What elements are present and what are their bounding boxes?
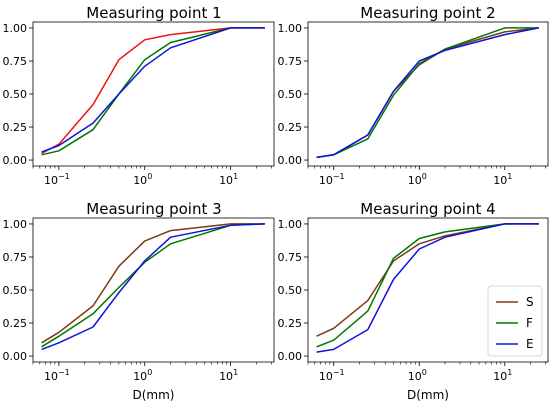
series-line-E xyxy=(316,223,539,353)
x-tick-label: 100 xyxy=(133,172,152,187)
y-tick-label: 0.75 xyxy=(278,251,303,264)
subplot-title: Measuring point 4 xyxy=(360,200,495,218)
y-tick-label: 1.00 xyxy=(3,218,28,231)
series-line-S xyxy=(316,27,539,159)
y-tick-label: 0.00 xyxy=(3,350,28,363)
x-tick-label: 101 xyxy=(219,172,238,187)
legend: SFE xyxy=(487,285,543,357)
plot-frame xyxy=(307,21,549,167)
x-tick-label: 101 xyxy=(493,368,512,383)
x-tick-label: 100 xyxy=(408,368,427,383)
legend-label-E: E xyxy=(526,337,534,351)
series-line-S xyxy=(41,223,265,344)
y-tick-label: 0.00 xyxy=(3,154,28,167)
y-tick-label: 0.75 xyxy=(3,55,28,68)
y-tick-label: 0.25 xyxy=(3,121,28,134)
series-line-F xyxy=(316,27,539,159)
y-tick-label: 0.75 xyxy=(3,251,28,264)
subplot-4: Measuring point 4 0.00 0.25 0.50 0.75 1.00 10−… xyxy=(278,200,549,402)
series-line-E xyxy=(316,27,539,159)
series-line-F xyxy=(41,223,265,348)
y-tick-label: 0.00 xyxy=(278,350,303,363)
x-tick-label: 10−1 xyxy=(319,368,345,383)
x-tick-label: 100 xyxy=(133,368,152,383)
x-tick-label: 10−1 xyxy=(44,368,70,383)
x-axis-label: D(mm) xyxy=(133,388,175,402)
y-tick-label: 0.25 xyxy=(3,317,28,330)
y-tick-label: 0.25 xyxy=(278,121,303,134)
x-tick-label: 100 xyxy=(408,172,427,187)
y-tick-label: 0.00 xyxy=(278,154,303,167)
subplot-3: Measuring point 3 0.00 0.25 0.50 0.75 1.00 10−… xyxy=(3,200,275,402)
y-tick-label: 0.50 xyxy=(278,284,303,297)
y-tick-label: 0.50 xyxy=(3,88,28,101)
y-tick-label: 0.50 xyxy=(278,88,303,101)
series-line-F xyxy=(316,223,539,348)
x-axis-label: D(mm) xyxy=(407,388,449,402)
x-tick-label: 101 xyxy=(219,368,238,383)
plot-frame xyxy=(32,21,275,167)
series-line-F xyxy=(41,27,265,156)
subplot-2: Measuring point 2 0.00 0.25 0.50 0.75 1.00 10−… xyxy=(278,4,549,187)
x-tick-label: 10−1 xyxy=(44,172,70,187)
legend-label-F: F xyxy=(526,316,533,330)
plot-frame xyxy=(307,217,549,363)
y-tick-label: 0.50 xyxy=(3,284,28,297)
subplot-title: Measuring point 3 xyxy=(86,200,221,218)
y-tick-label: 1.00 xyxy=(3,22,28,35)
series-line-E xyxy=(41,223,265,351)
y-tick-label: 0.75 xyxy=(278,55,303,68)
y-tick-label: 0.25 xyxy=(278,317,303,330)
x-tick-label: 101 xyxy=(493,172,512,187)
legend-label-S: S xyxy=(526,295,534,309)
subplot-title: Measuring point 2 xyxy=(360,4,495,22)
series-line-S xyxy=(41,27,265,155)
y-tick-label: 1.00 xyxy=(278,22,303,35)
subplot-title: Measuring point 1 xyxy=(86,4,221,22)
plot-frame xyxy=(32,217,275,363)
series-line-E xyxy=(41,27,265,153)
subplot-1: Measuring point 1 0.00 0.25 0.50 0.75 1.00 10−… xyxy=(3,4,275,187)
y-tick-label: 1.00 xyxy=(278,218,303,231)
legend-box xyxy=(487,285,543,357)
x-tick-label: 10−1 xyxy=(319,172,345,187)
